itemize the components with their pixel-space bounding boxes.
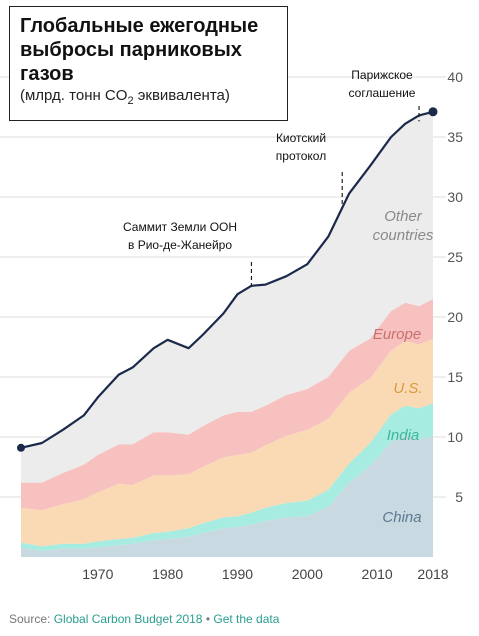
annotations: Саммит Земли ООН в Рио-де-Жанейро Киотский…	[123, 68, 420, 290]
annotation-2-line1: Парижское	[351, 68, 413, 82]
y-tick-10: 10	[447, 429, 463, 445]
chart-title: Глобальные ежегодные выбросы парниковых …	[20, 15, 259, 85]
start-point	[17, 443, 25, 452]
end-point	[428, 107, 438, 117]
label-europe: Europe	[373, 326, 421, 343]
y-tick-35: 35	[447, 129, 463, 145]
x-axis: 1970 1980 1990 2000 2010 2018	[82, 566, 449, 582]
x-tick-1980: 1980	[152, 566, 183, 582]
area-us	[21, 338, 433, 547]
source-prefix: Source:	[9, 612, 54, 626]
subtitle-subscript: 2	[127, 95, 134, 107]
y-tick-25: 25	[447, 249, 463, 265]
y-tick-20: 20	[447, 309, 463, 325]
area-china	[21, 435, 433, 557]
label-india: India	[387, 427, 420, 444]
label-us: U.S.	[393, 380, 422, 397]
source-separator: •	[202, 612, 214, 626]
x-tick-2018: 2018	[417, 566, 448, 582]
source-line: Source: Global Carbon Budget 2018 • Get …	[9, 612, 279, 626]
chart-subtitle: (млрд. тонн CO2 эквивалента)	[20, 87, 277, 107]
label-other-line1: Other	[384, 208, 423, 225]
annotation-1-line1: Киотский	[276, 131, 326, 145]
annotation-0-line2: в Рио-де-Жанейро	[128, 238, 232, 252]
source-link-global-carbon-budget[interactable]: Global Carbon Budget 2018	[53, 612, 203, 626]
y-tick-5: 5	[455, 489, 463, 505]
x-tick-2000: 2000	[292, 566, 323, 582]
y-tick-40: 40	[447, 69, 463, 85]
x-tick-2010: 2010	[362, 566, 393, 582]
get-the-data-link[interactable]: Get the data	[213, 612, 280, 626]
annotation-1-line2: протокол	[276, 149, 326, 163]
total-path	[20, 110, 434, 449]
x-tick-1970: 1970	[82, 566, 113, 582]
x-tick-1990: 1990	[222, 566, 253, 582]
label-other-line2: countries	[373, 227, 434, 244]
area-europe	[21, 299, 433, 511]
label-china: China	[382, 509, 421, 526]
area-india	[21, 403, 433, 551]
y-tick-15: 15	[447, 369, 463, 385]
annotation-0-line1: Саммит Земли ООН	[123, 220, 237, 234]
y-axis: 5 10 15 20 25 30 35 40	[447, 69, 463, 505]
stacked-areas	[21, 111, 433, 557]
series-labels: Other countries Europe U.S. India China	[373, 208, 434, 526]
subtitle-suffix: эквивалента)	[133, 87, 230, 104]
total-emissions-line	[17, 107, 438, 452]
annotation-2-line2: соглашение	[349, 86, 416, 100]
title-box: Глобальные ежегодные выбросы парниковых …	[9, 6, 288, 121]
y-tick-30: 30	[447, 189, 463, 205]
area-other	[21, 111, 433, 483]
subtitle-prefix: (млрд. тонн CO	[20, 87, 128, 104]
